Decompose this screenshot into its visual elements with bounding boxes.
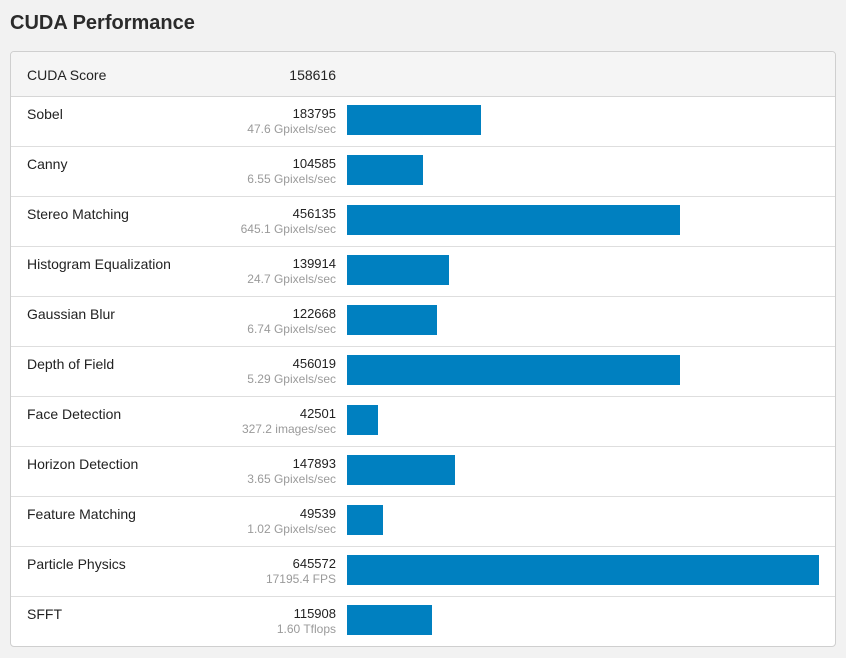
benchmark-name: Feature Matching bbox=[27, 506, 136, 522]
benchmark-rate: 6.74 Gpixels/sec bbox=[247, 322, 336, 336]
benchmark-name: Depth of Field bbox=[27, 356, 115, 372]
benchmark-row: Particle Physics 645572 17195.4 FPS bbox=[11, 547, 835, 597]
benchmark-rate: 1.02 Gpixels/sec bbox=[247, 522, 336, 536]
benchmark-bar bbox=[347, 455, 455, 485]
benchmark-score: 147893 bbox=[292, 456, 336, 471]
benchmark-bar bbox=[347, 505, 383, 535]
benchmark-bar bbox=[347, 355, 680, 385]
benchmark-row: Gaussian Blur 122668 6.74 Gpixels/sec bbox=[11, 297, 835, 347]
benchmark-bar bbox=[347, 205, 680, 235]
benchmark-row: Horizon Detection 147893 3.65 Gpixels/sec bbox=[11, 447, 835, 497]
benchmark-rate: 3.65 Gpixels/sec bbox=[247, 472, 336, 486]
benchmark-rows: Sobel 183795 47.6 Gpixels/sec Canny 104585 6.… bbox=[11, 97, 835, 646]
benchmark-name: Stereo Matching bbox=[27, 206, 129, 222]
benchmark-rate: 327.2 images/sec bbox=[241, 422, 336, 436]
benchmark-score: 456135 bbox=[292, 206, 336, 221]
benchmark-score: 456019 bbox=[292, 356, 336, 371]
benchmark-row: Histogram Equalization 139914 24.7 Gpixels… bbox=[11, 247, 835, 297]
benchmark-name: Horizon Detection bbox=[27, 456, 139, 472]
benchmark-score: 115908 bbox=[293, 606, 336, 621]
benchmark-score: 183795 bbox=[292, 106, 336, 121]
benchmark-row: Stereo Matching 456135 645.1 Gpixels/sec bbox=[11, 197, 835, 247]
benchmark-row: Face Detection 42501 327.2 images/sec bbox=[11, 397, 835, 447]
benchmark-name: Canny bbox=[27, 156, 68, 172]
page-title: CUDA Performance bbox=[10, 12, 195, 34]
benchmark-bar bbox=[347, 605, 432, 635]
benchmark-bar bbox=[347, 105, 481, 135]
benchmark-row: Depth of Field 456019 5.29 Gpixels/sec bbox=[11, 347, 835, 397]
benchmark-score: 49539 bbox=[299, 506, 336, 521]
benchmark-rate: 6.55 Gpixels/sec bbox=[247, 172, 336, 186]
benchmark-score: 645572 bbox=[292, 556, 336, 571]
benchmark-bar bbox=[347, 305, 437, 335]
cuda-results-panel: CUDA Score 158616 Sobel 183795 47.6 Gpixel… bbox=[10, 51, 836, 647]
benchmark-score: 122668 bbox=[292, 306, 336, 321]
benchmark-name: Sobel bbox=[27, 106, 63, 122]
benchmark-row: Canny 104585 6.55 Gpixels/sec bbox=[11, 147, 835, 197]
benchmark-rate: 645.1 Gpixels/sec bbox=[240, 222, 336, 236]
benchmark-bar bbox=[347, 255, 449, 285]
cuda-score-value: 158616 bbox=[289, 67, 336, 83]
benchmark-bar bbox=[347, 405, 378, 435]
benchmark-score: 104585 bbox=[292, 156, 336, 171]
benchmark-row: SFFT 115908 1.60 Tflops bbox=[11, 597, 835, 646]
benchmark-rate: 47.6 Gpixels/sec bbox=[247, 122, 336, 136]
benchmark-name: Gaussian Blur bbox=[27, 306, 115, 322]
benchmark-rate: 17195.4 FPS bbox=[265, 572, 336, 586]
benchmark-score: 42501 bbox=[299, 406, 336, 421]
benchmark-bar bbox=[347, 555, 819, 585]
benchmark-rate: 5.29 Gpixels/sec bbox=[247, 372, 336, 386]
benchmark-name: Face Detection bbox=[27, 406, 122, 422]
benchmark-row: Sobel 183795 47.6 Gpixels/sec bbox=[11, 97, 835, 147]
benchmark-rate: 1.60 Tflops bbox=[276, 622, 336, 636]
benchmark-row: Feature Matching 49539 1.02 Gpixels/sec bbox=[11, 497, 835, 547]
benchmark-score: 139914 bbox=[292, 256, 336, 271]
benchmark-name: SFFT bbox=[27, 606, 62, 622]
benchmark-rate: 24.7 Gpixels/sec bbox=[247, 272, 336, 286]
benchmark-name: Particle Physics bbox=[27, 556, 126, 572]
cuda-score-row: CUDA Score 158616 bbox=[11, 52, 835, 97]
cuda-score-label: CUDA Score bbox=[27, 67, 107, 83]
benchmark-name: Histogram Equalization bbox=[27, 256, 171, 272]
benchmark-bar bbox=[347, 155, 423, 185]
